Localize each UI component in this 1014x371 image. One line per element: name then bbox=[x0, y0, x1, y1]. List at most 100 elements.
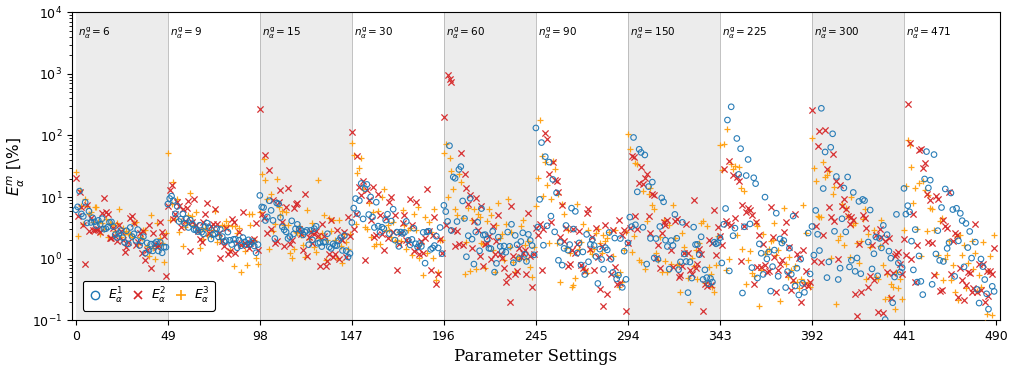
Point bbox=[804, 208, 820, 214]
Point bbox=[235, 233, 251, 239]
Point bbox=[274, 213, 290, 219]
Point bbox=[90, 219, 106, 225]
Point bbox=[261, 187, 277, 193]
Point bbox=[620, 265, 636, 271]
Point bbox=[128, 212, 144, 218]
Point bbox=[388, 225, 405, 231]
Point bbox=[753, 204, 770, 210]
Point bbox=[826, 167, 843, 173]
Point bbox=[135, 234, 151, 240]
Point bbox=[610, 257, 627, 263]
Point bbox=[507, 224, 523, 230]
Point bbox=[77, 223, 93, 229]
Point bbox=[710, 277, 726, 283]
Point bbox=[522, 280, 538, 286]
Point bbox=[434, 239, 450, 245]
Point bbox=[985, 250, 1001, 256]
Point bbox=[500, 227, 516, 233]
Point bbox=[317, 236, 334, 242]
Point bbox=[223, 220, 239, 226]
Point bbox=[434, 261, 450, 267]
Point bbox=[188, 228, 204, 234]
Point bbox=[419, 232, 435, 238]
Point bbox=[364, 243, 380, 249]
Point bbox=[901, 175, 918, 181]
Point bbox=[569, 283, 585, 289]
Point bbox=[258, 207, 274, 213]
Point bbox=[520, 272, 536, 278]
Point bbox=[158, 258, 174, 264]
Point bbox=[280, 220, 296, 226]
Point bbox=[489, 249, 505, 255]
Point bbox=[485, 280, 501, 286]
Point bbox=[895, 139, 912, 145]
Point bbox=[888, 262, 904, 268]
Point bbox=[374, 209, 390, 215]
Point bbox=[836, 200, 852, 206]
Point bbox=[860, 285, 876, 290]
Point bbox=[667, 237, 683, 243]
Point bbox=[276, 198, 292, 204]
Point bbox=[793, 224, 809, 230]
Point bbox=[408, 213, 424, 219]
Point bbox=[464, 223, 481, 229]
Point bbox=[650, 196, 666, 202]
Point bbox=[767, 265, 783, 270]
Point bbox=[734, 183, 750, 188]
Point bbox=[558, 290, 574, 296]
Point bbox=[556, 272, 572, 278]
Point bbox=[335, 226, 351, 232]
Point bbox=[930, 253, 946, 259]
Point bbox=[137, 235, 153, 241]
Point bbox=[323, 248, 340, 254]
Point bbox=[185, 200, 201, 206]
Point bbox=[641, 167, 657, 173]
Point bbox=[578, 228, 594, 234]
Point bbox=[738, 286, 754, 292]
Point bbox=[772, 244, 788, 250]
Point bbox=[465, 220, 482, 226]
Point bbox=[665, 279, 681, 285]
Point bbox=[954, 275, 970, 280]
Point bbox=[254, 147, 270, 153]
Point bbox=[423, 246, 439, 252]
Point bbox=[231, 237, 247, 243]
Point bbox=[802, 258, 818, 264]
Point bbox=[141, 237, 157, 243]
Point bbox=[527, 103, 544, 109]
Point bbox=[432, 275, 448, 281]
Point bbox=[454, 199, 470, 205]
Point bbox=[703, 257, 719, 263]
Point bbox=[218, 232, 234, 238]
Bar bbox=[720, 12, 812, 320]
Point bbox=[862, 279, 878, 285]
Point bbox=[606, 236, 623, 242]
Point bbox=[477, 243, 493, 249]
Point bbox=[549, 193, 565, 199]
Point bbox=[811, 181, 827, 187]
Point bbox=[687, 259, 704, 265]
Point bbox=[531, 93, 548, 99]
Point bbox=[699, 232, 715, 238]
Point bbox=[445, 173, 461, 179]
Point bbox=[381, 254, 397, 260]
Point bbox=[604, 212, 621, 218]
Point bbox=[73, 252, 89, 258]
Point bbox=[329, 257, 345, 263]
Point bbox=[300, 226, 316, 232]
Point bbox=[394, 223, 411, 229]
Point bbox=[972, 299, 989, 305]
Point bbox=[870, 286, 886, 292]
Point bbox=[359, 186, 375, 191]
Point bbox=[959, 225, 975, 231]
Point bbox=[911, 229, 927, 234]
Point bbox=[813, 122, 829, 128]
Point bbox=[832, 178, 849, 184]
Point bbox=[765, 241, 781, 247]
Point bbox=[884, 295, 900, 301]
Point bbox=[115, 252, 131, 258]
Point bbox=[286, 229, 302, 234]
Point bbox=[678, 245, 695, 251]
Point bbox=[340, 249, 356, 255]
Point bbox=[716, 213, 732, 219]
